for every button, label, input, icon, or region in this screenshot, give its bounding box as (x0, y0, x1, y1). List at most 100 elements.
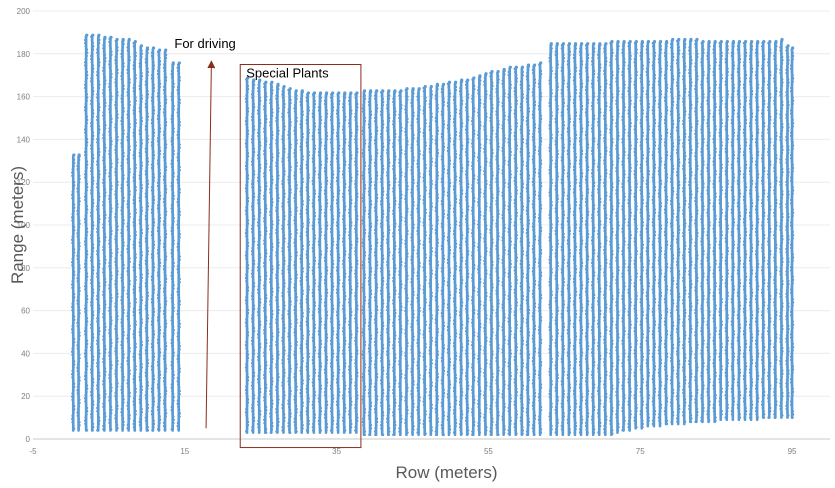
data-point (311, 157, 315, 160)
data-point (387, 94, 391, 97)
data-point (269, 140, 273, 143)
data-point (306, 192, 310, 195)
data-point (152, 61, 155, 64)
data-point (77, 305, 80, 309)
data-point (387, 430, 391, 433)
data-point (318, 393, 321, 397)
data-point (128, 55, 131, 59)
data-point (85, 412, 88, 416)
data-point (171, 402, 174, 406)
data-point (96, 137, 99, 141)
data-point (293, 151, 297, 155)
data-point (172, 104, 175, 108)
data-point (293, 263, 297, 267)
data-point (331, 285, 335, 288)
data-point (375, 241, 379, 245)
data-point (307, 400, 310, 403)
data-point (342, 400, 346, 403)
data-point (176, 133, 180, 137)
data-point (381, 302, 385, 305)
data-point (162, 66, 166, 69)
data-point (375, 311, 378, 315)
data-point (355, 109, 358, 112)
data-point (337, 189, 341, 192)
data-point (325, 358, 329, 362)
data-point (108, 197, 111, 201)
data-point (305, 384, 309, 387)
data-point (373, 116, 377, 120)
data-point (251, 365, 254, 368)
data-point (171, 101, 175, 105)
data-point (343, 246, 346, 250)
data-point (392, 212, 395, 216)
data-point (369, 423, 373, 427)
data-point (85, 163, 89, 166)
data-point (343, 365, 347, 368)
data-point (336, 406, 340, 410)
data-point (128, 279, 131, 283)
data-point (336, 419, 340, 423)
data-point (399, 132, 402, 136)
data-point (103, 395, 107, 399)
data-point (109, 203, 113, 207)
data-point (96, 275, 99, 278)
data-point (275, 404, 279, 408)
data-point (276, 305, 280, 309)
data-point (368, 340, 372, 344)
data-point (134, 323, 137, 327)
data-point (362, 225, 366, 229)
data-point (294, 180, 298, 184)
data-point (275, 343, 278, 347)
data-point (163, 82, 167, 85)
data-point (342, 240, 345, 243)
data-point (245, 359, 249, 363)
data-point (157, 277, 161, 281)
data-point (71, 235, 75, 238)
data-point (264, 210, 268, 214)
data-point (380, 363, 384, 366)
data-point (276, 193, 280, 196)
data-point (368, 420, 372, 424)
data-point (363, 318, 367, 321)
data-point (138, 151, 142, 155)
data-point (263, 127, 266, 130)
data-point (97, 236, 101, 240)
data-point (251, 134, 255, 138)
data-point (102, 290, 105, 293)
data-point (134, 342, 137, 346)
data-point (369, 295, 372, 299)
data-point (146, 358, 149, 362)
data-point (270, 181, 274, 185)
data-point (90, 326, 93, 330)
data-point (264, 367, 267, 370)
data-point (132, 269, 136, 272)
data-point (91, 425, 95, 429)
data-point (102, 133, 105, 137)
data-point (150, 163, 154, 167)
data-point (252, 400, 255, 403)
data-point (126, 199, 130, 203)
data-point (152, 377, 156, 381)
data-point (317, 221, 321, 224)
data-point (318, 112, 322, 115)
data-point (282, 240, 286, 243)
data-point (170, 226, 174, 229)
data-point (178, 168, 181, 172)
data-point (77, 286, 81, 290)
data-point (299, 145, 303, 149)
data-point (144, 371, 148, 375)
data-point (114, 212, 118, 216)
data-point (386, 324, 390, 328)
plant-row-column (263, 80, 268, 434)
data-point (132, 246, 136, 250)
data-point (330, 269, 334, 272)
data-point (114, 151, 118, 155)
data-point (251, 336, 254, 339)
data-point (325, 313, 329, 317)
data-point (305, 342, 309, 346)
data-point (355, 371, 359, 375)
data-point (392, 276, 395, 280)
data-point (318, 259, 321, 263)
data-point (264, 255, 268, 258)
data-point (78, 401, 81, 405)
